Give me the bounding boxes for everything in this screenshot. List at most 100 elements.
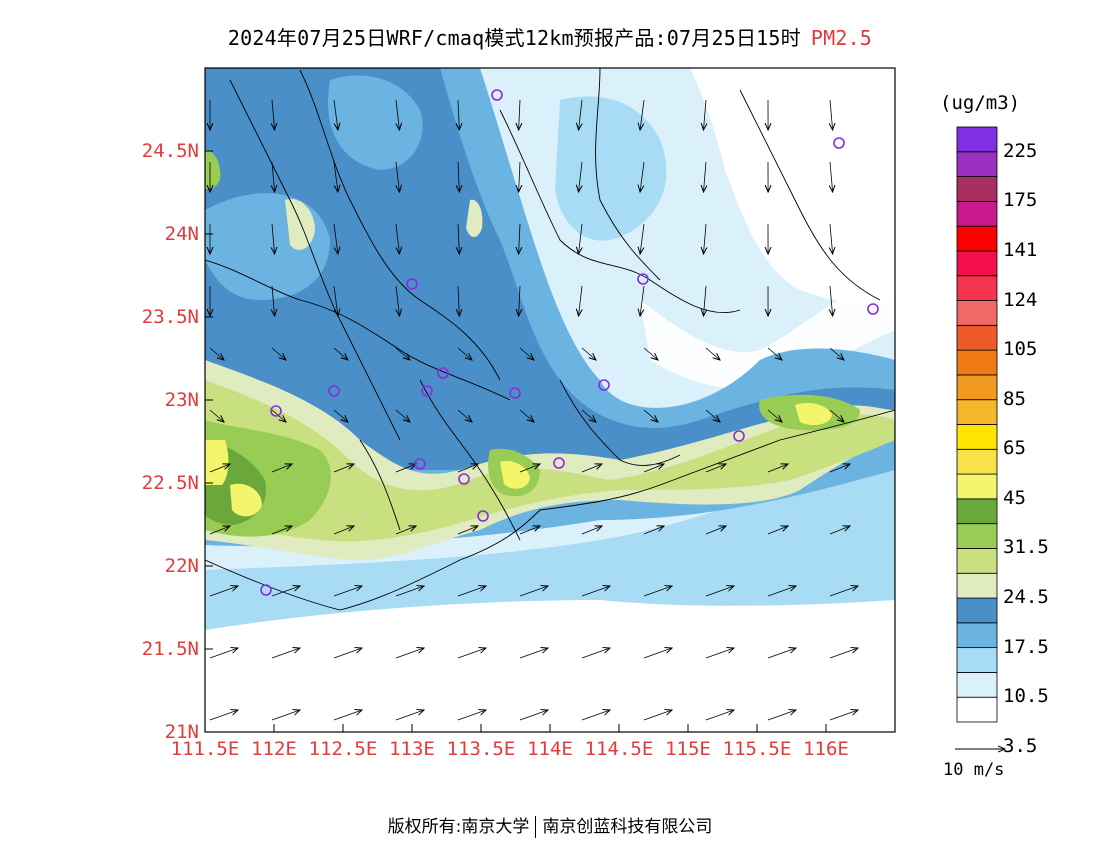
wind-arrow [519,464,540,473]
wind-arrow [640,161,645,192]
colorbar-swatch [956,424,998,450]
wind-arrow [271,710,300,721]
wind-arrow [581,409,596,422]
colorbar-swatch [956,126,998,153]
footer-copyright: 版权所有:南京大学 [387,817,530,837]
wind-arrow [643,464,664,473]
wind-arrow [829,464,850,473]
wind-arrow [333,648,362,659]
wind-arrow [457,586,486,597]
wind-arrow [767,409,782,422]
wind-arrow [767,586,796,597]
station-marker [458,473,470,485]
wind-arrow [396,223,399,254]
wind-arrow [272,161,275,192]
wind-arrow [830,99,833,130]
wind-arrow [457,409,472,422]
wind-arrow [458,285,459,316]
colorbar-label: 17.5 [1003,635,1049,658]
lon-tick-label: 113.5E [446,738,516,760]
wind-arrow [395,526,416,535]
wind-arrow [519,409,534,422]
footer-divider [535,816,537,838]
wind-arrow [519,347,534,360]
wind-arrow [396,99,399,130]
wind-arrow [209,464,230,473]
wind-arrow [519,648,548,659]
wind-arrow [703,161,706,192]
wind-arrow [640,99,645,130]
colorbar-swatch [956,176,998,202]
colorbar-swatch [956,498,998,525]
lat-tick-label: 22.5N [141,472,199,494]
colorbar-label: 65 [1003,437,1026,460]
colorbar-label: 225 [1003,139,1038,162]
wind-arrow [703,285,706,316]
wind-arrow [271,347,286,360]
wind-arrow [830,161,833,192]
wind-arrow [579,285,582,316]
station-markers [260,89,879,596]
wind-arrow [703,223,706,254]
wind-arrow [458,223,459,254]
wind-arrow [829,648,858,659]
station-marker [406,278,418,290]
title-main: 2024年07月25日WRF/cmaq模式12km预报产品:07月25日15时 [227,26,801,50]
lon-tick-label: 116E [803,738,849,760]
lat-tick-label: 21.5N [141,638,199,660]
wind-arrow [333,710,362,721]
colorbar-swatch [956,696,998,723]
wind-arrow [458,161,459,192]
wind-arrow [333,161,338,192]
station-marker [270,405,282,417]
colorbar-swatch [956,151,998,177]
wind-arrow [581,464,602,473]
station-marker [491,89,503,101]
wind-arrow [767,526,788,535]
wind-arrow [396,161,399,192]
colorbar-swatch [956,672,998,698]
wind-arrow [458,99,459,130]
wind-arrow [457,710,486,721]
wind-arrow [519,99,520,130]
colorbar-swatch [956,572,998,599]
lon-tick-label: 112.5E [308,738,378,760]
colorbar-swatch [956,349,998,376]
wind-arrow [333,99,338,130]
wind-arrow [705,648,734,659]
wind-arrow [705,347,720,360]
wind-arrow [457,648,486,659]
colorbar-swatch [956,275,998,301]
wind-arrow [272,223,275,254]
station-marker [477,510,489,522]
wind-arrow [519,223,520,254]
colorbar-label: 10.5 [1003,685,1049,708]
station-marker [260,584,272,596]
colorbar-swatch [956,200,998,227]
lat-tick-label: 21N [164,721,199,743]
boundary-lines [205,68,895,611]
wind-arrow [395,586,424,597]
lat-tick-label: 24N [164,223,199,245]
station-marker [328,385,340,397]
colorbar-swatch [956,250,998,277]
wind-arrow [271,464,292,473]
wind-arrow [209,526,230,535]
wind-arrow [703,99,706,130]
wind-arrow [705,409,720,422]
wind-arrow [640,223,645,254]
wind-arrow [705,710,734,721]
wind-arrow [705,586,734,597]
wind-arrow [209,648,238,659]
wind-arrow [209,347,224,360]
lat-tick-label: 24.5N [141,140,199,162]
colorbar-swatch [956,597,998,624]
wind-arrow [830,223,833,254]
colorbar [956,126,998,723]
wind-arrow [581,710,610,721]
axis-ticks [204,150,827,733]
wind-arrow [395,409,410,422]
lon-tick-label: 114.5E [584,738,654,760]
title-variable: PM2.5 [810,26,873,50]
